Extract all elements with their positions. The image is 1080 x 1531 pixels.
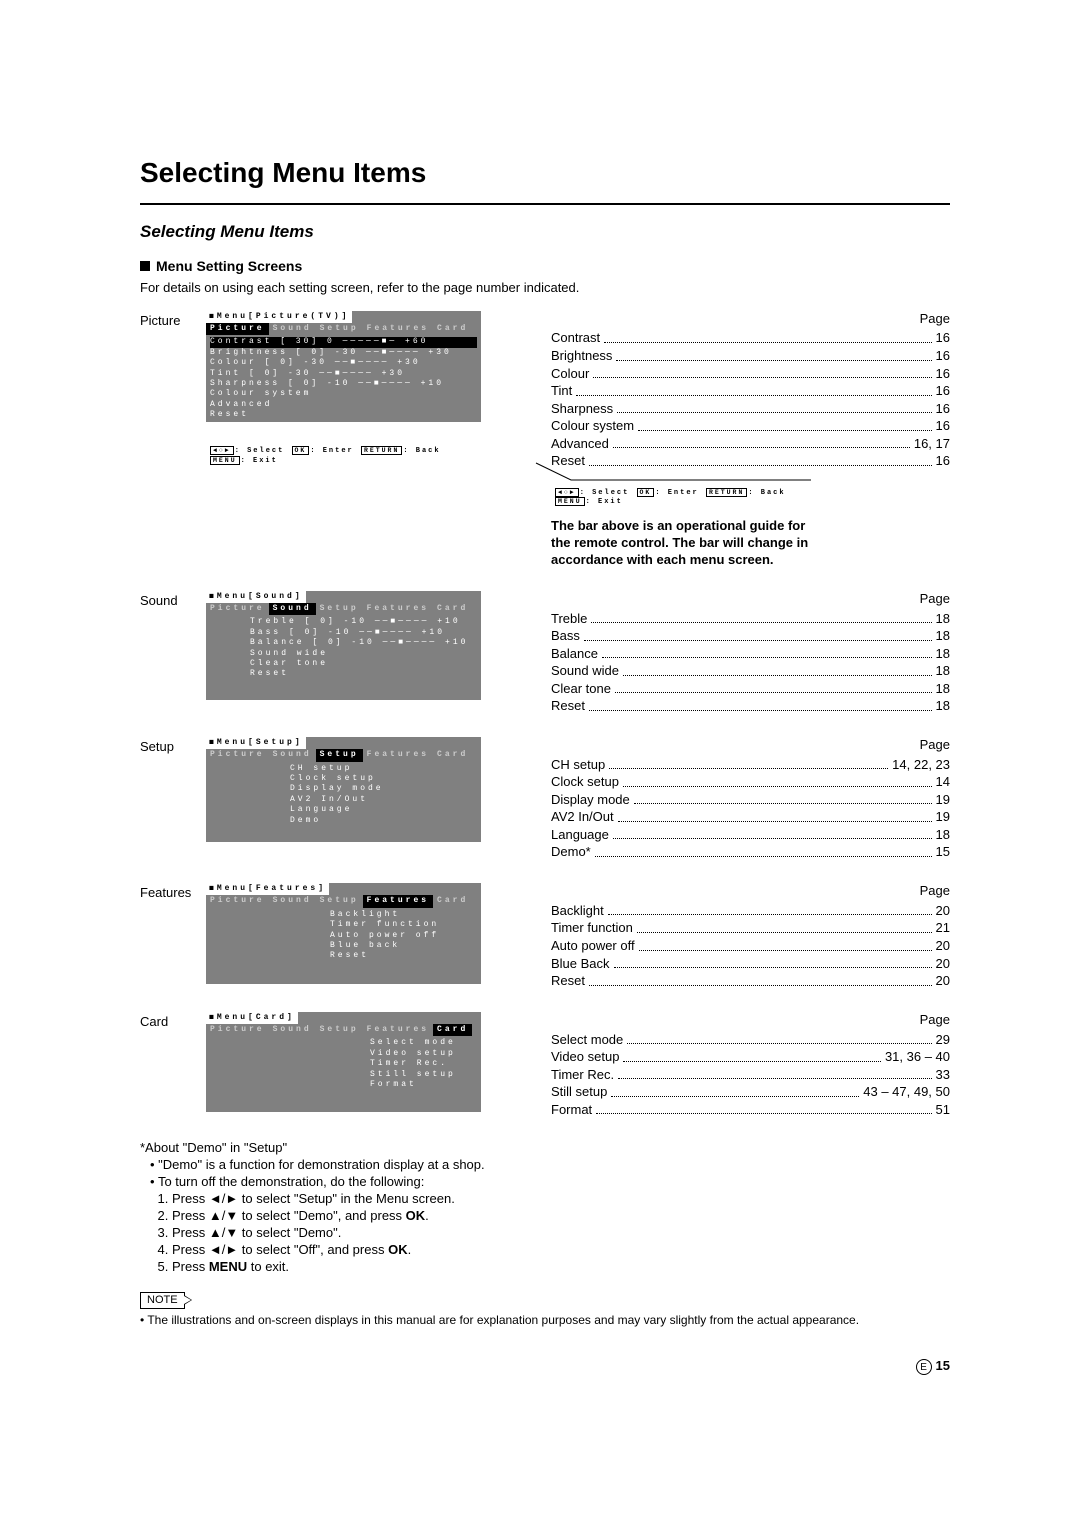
- toc-line: Video setup31, 36 – 40: [551, 1048, 950, 1066]
- guide-bar-osd: ◄○►: Select OK: Enter RETURN: Back MENU:…: [551, 488, 826, 508]
- about-demo: *About "Demo" in "Setup" "Demo" is a fun…: [140, 1140, 950, 1275]
- toc-line: Select mode29: [551, 1031, 950, 1049]
- page-number: E15: [140, 1358, 950, 1375]
- guide-note: The bar above is an operational guide fo…: [551, 518, 821, 569]
- toc-head: Page: [551, 591, 950, 608]
- toc-line: Auto power off20: [551, 937, 950, 955]
- toc-line: AV2 In/Out19: [551, 808, 950, 826]
- toc-line: Colour16: [551, 365, 950, 383]
- toc-line: Blue Back20: [551, 955, 950, 973]
- about-step: Press ◄/► to select "Off", and press OK.: [172, 1242, 950, 1259]
- toc-head: Page: [551, 737, 950, 754]
- toc-line: Format51: [551, 1101, 950, 1119]
- row-label-setup: Setup: [140, 737, 206, 756]
- toc-line: Brightness16: [551, 347, 950, 365]
- toc-line: Sound wide18: [551, 662, 950, 680]
- toc-line: Tint16: [551, 382, 950, 400]
- toc-line: Display mode19: [551, 791, 950, 809]
- osd-card: ◼Menu[Card] PictureSoundSetupFeaturesCar…: [206, 1012, 481, 1113]
- toc-line: Still setup43 – 47, 49, 50: [551, 1083, 950, 1101]
- toc-line: Colour system16: [551, 417, 950, 435]
- section-heading: Menu Setting Screens: [140, 257, 950, 275]
- toc-line: Balance18: [551, 645, 950, 663]
- toc-line: Language18: [551, 826, 950, 844]
- toc-head: Page: [551, 883, 950, 900]
- about-step: Press ▲/▼ to select "Demo".: [172, 1225, 950, 1242]
- osd-picture: ◼Menu[Picture(TV)] PictureSoundSetupFeat…: [206, 311, 481, 467]
- toc-line: Backlight20: [551, 902, 950, 920]
- toc-line: Advanced16, 17: [551, 435, 950, 453]
- toc-line: Reset20: [551, 972, 950, 990]
- row-label-picture: Picture: [140, 311, 206, 330]
- row-label-features: Features: [140, 883, 206, 902]
- toc-line: Timer function21: [551, 919, 950, 937]
- osd-features: ◼Menu[Features] PictureSoundSetupFeature…: [206, 883, 481, 984]
- about-step: Press ▲/▼ to select "Demo", and press OK…: [172, 1208, 950, 1225]
- row-label-card: Card: [140, 1012, 206, 1031]
- note-badge: NOTE: [140, 1292, 185, 1308]
- toc-line: Bass18: [551, 627, 950, 645]
- toc-line: Sharpness16: [551, 400, 950, 418]
- section-subtitle: Selecting Menu Items: [140, 221, 950, 243]
- about-step: Press ◄/► to select "Setup" in the Menu …: [172, 1191, 950, 1208]
- toc-line: Contrast16: [551, 329, 950, 347]
- toc-head: Page: [551, 311, 950, 328]
- toc-line: Reset18: [551, 697, 950, 715]
- toc-line: Clear tone18: [551, 680, 950, 698]
- title-rule: [140, 203, 950, 205]
- toc-line: Treble18: [551, 610, 950, 628]
- toc-head: Page: [551, 1012, 950, 1029]
- toc-line: Timer Rec.33: [551, 1066, 950, 1084]
- toc-line: CH setup14, 22, 23: [551, 756, 950, 774]
- row-label-sound: Sound: [140, 591, 206, 610]
- toc-line: Demo*15: [551, 843, 950, 861]
- page-title: Selecting Menu Items: [140, 155, 950, 191]
- intro-text: For details on using each setting screen…: [140, 280, 950, 297]
- footnote: • The illustrations and on-screen displa…: [140, 1313, 950, 1329]
- osd-setup: ◼Menu[Setup] PictureSoundSetupFeaturesCa…: [206, 737, 481, 842]
- osd-sound: ◼Menu[Sound] PictureSoundSetupFeaturesCa…: [206, 591, 481, 700]
- about-step: Press MENU to exit.: [172, 1259, 950, 1276]
- toc-line: Clock setup14: [551, 773, 950, 791]
